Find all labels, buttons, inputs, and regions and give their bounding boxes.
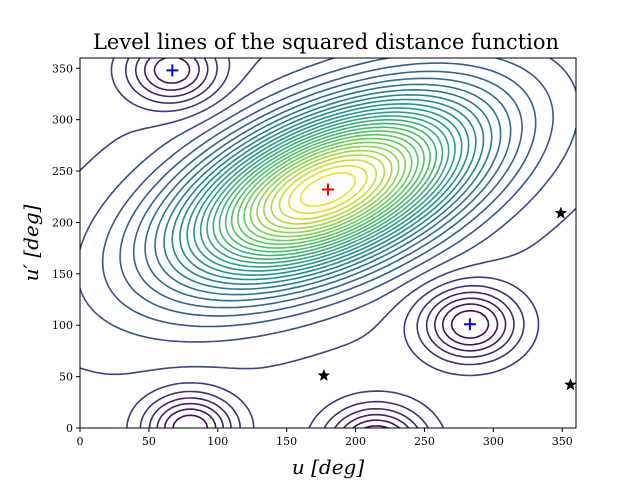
contour-level-line (172, 310, 490, 428)
contour-level-line (218, 122, 437, 257)
x-axis-ticks: 0 50 100 150 200 250 300 350 (77, 428, 573, 448)
x-tick-label: 200 (345, 435, 366, 448)
contour-lines (80, 58, 576, 428)
contour-level-line (119, 62, 537, 317)
contour-level-line (199, 111, 456, 268)
y-axis-label: u′ [deg] (19, 204, 43, 281)
contour-level-line (171, 94, 485, 285)
contour-level-line (144, 77, 512, 302)
contour-level-line (125, 58, 525, 428)
contour-level-line (287, 164, 368, 215)
contour-level-line (237, 133, 419, 246)
x-tick-label: 100 (207, 435, 228, 448)
contour-level-line (101, 58, 554, 328)
plus-marker (322, 183, 334, 196)
plot-frame (79, 57, 577, 429)
x-tick-label: 50 (142, 435, 156, 448)
contour-level-line (80, 58, 576, 376)
contour-level-line (134, 58, 515, 428)
contour-level-line (153, 58, 499, 428)
x-tick-label: 350 (552, 435, 573, 448)
x-tick-label: 300 (483, 435, 504, 448)
plus-marker (463, 318, 476, 331)
x-tick-label: 0 (77, 435, 84, 448)
contour-level-line (80, 58, 576, 343)
contour-level-line (186, 103, 470, 276)
x-axis-label: u [deg] (292, 455, 364, 479)
contour-level-line (179, 98, 477, 281)
x-tick-label: 250 (414, 435, 435, 448)
y-tick-label: 200 (52, 216, 73, 229)
contour-level-line (154, 83, 502, 296)
contour-level-line (299, 172, 357, 207)
contour-level-line (193, 107, 463, 272)
y-tick-label: 350 (52, 62, 73, 75)
contour-level-line (206, 115, 450, 264)
plus-marker (166, 64, 179, 77)
contour-level-line (249, 141, 407, 238)
contour-level-line (230, 130, 425, 249)
y-tick-label: 50 (59, 371, 73, 384)
y-tick-label: 0 (66, 422, 73, 435)
markers (166, 64, 577, 391)
contour-level-line (143, 58, 507, 428)
contour-level-line (212, 119, 444, 260)
contour-level-line (243, 137, 413, 242)
y-tick-label: 100 (52, 319, 73, 332)
contour-level-line (163, 89, 493, 290)
contour-level-line (278, 159, 378, 220)
y-axis-ticks: 0 50 100 150 200 250 300 350 (52, 62, 80, 435)
contour-level-line (256, 145, 400, 234)
contour-level-line (132, 70, 523, 309)
y-tick-label: 250 (52, 165, 73, 178)
star-marker (554, 206, 568, 219)
contour-level-line (263, 149, 393, 230)
chart-title: Level lines of the squared distance func… (93, 30, 559, 54)
contour-level-line (270, 154, 386, 225)
y-tick-label: 150 (52, 268, 73, 281)
star-marker (564, 378, 577, 391)
y-tick-label: 300 (52, 114, 73, 127)
x-tick-label: 150 (276, 435, 297, 448)
contour-level-line (110, 58, 540, 428)
contour-level-line (224, 126, 431, 253)
star-marker (317, 368, 331, 382)
